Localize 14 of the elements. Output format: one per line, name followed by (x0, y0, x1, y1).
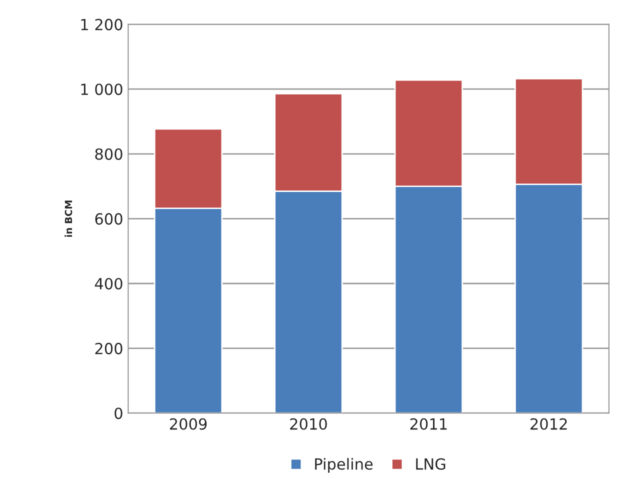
x-tick-label: 2011 (410, 418, 447, 430)
y-tick-label: 0 (114, 408, 122, 420)
legend-label: LNG (416, 458, 446, 470)
y-tick-label: 800 (95, 148, 122, 160)
x-tick-label: 2009 (170, 418, 207, 430)
y-tick-label: 1 000 (81, 84, 122, 96)
legend-label: Pipeline (315, 458, 373, 473)
x-tick-label: 2012 (530, 418, 567, 430)
y-tick-label: 400 (94, 278, 122, 290)
y-tick-label: 600 (95, 213, 122, 225)
y-axis-title: in BCM (64, 200, 72, 237)
x-tick-label: 2010 (290, 418, 327, 430)
y-tick-label: 200 (95, 342, 122, 354)
y-tick-label: 1 200 (81, 18, 122, 30)
